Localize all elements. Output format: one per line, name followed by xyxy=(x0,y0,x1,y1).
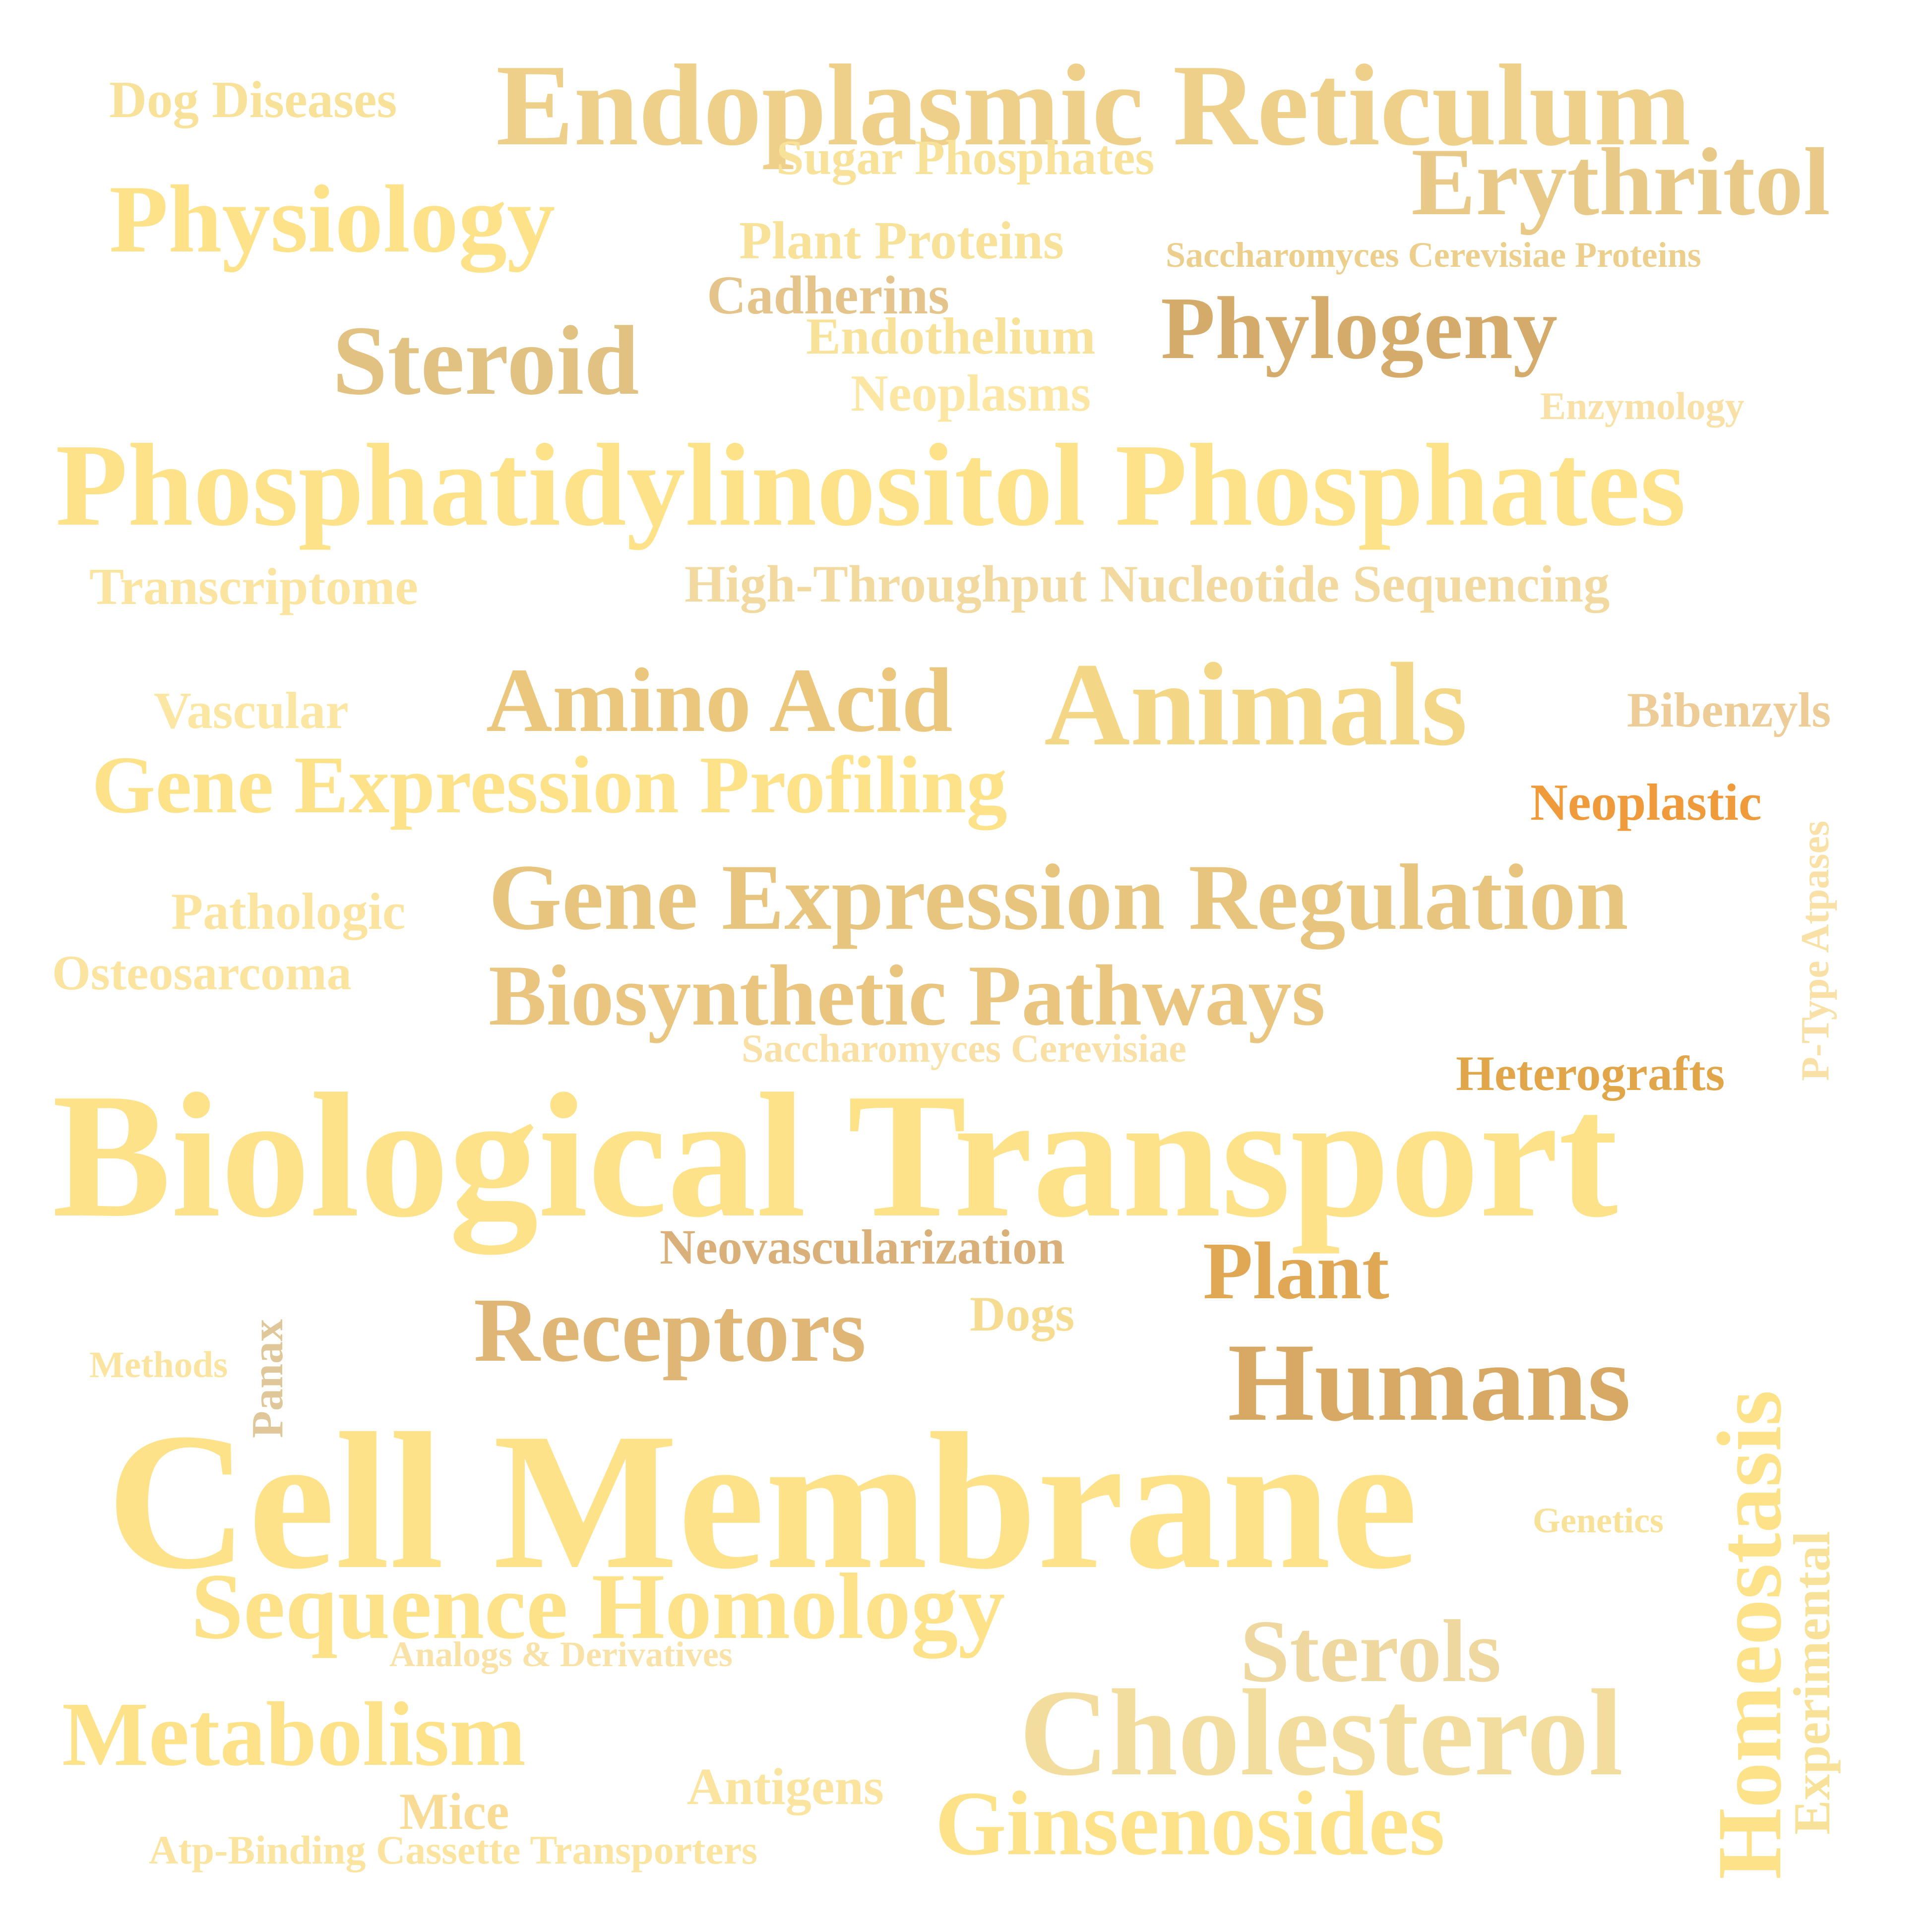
word-gene-expression-regulation: Gene Expression Regulation xyxy=(489,845,1628,950)
word-sugar-phosphates: Sugar Phosphates xyxy=(776,130,1155,185)
word-animals: Animals xyxy=(1044,638,1468,770)
word-heterografts: Heterografts xyxy=(1456,1046,1725,1101)
word-atp-binding-cassette-transporters: Atp-Binding Cassette Transporters xyxy=(149,1827,757,1872)
word-pathologic: Pathologic xyxy=(171,882,406,940)
word-plant-proteins: Plant Proteins xyxy=(739,211,1064,270)
word-amino-acid: Amino Acid xyxy=(486,650,953,751)
word-analogs-derivatives: Analogs & Derivatives xyxy=(389,1634,733,1674)
word-homeostasis: Homeostasis xyxy=(1699,1390,1801,1879)
word-experimental: Experimental xyxy=(1783,1531,1841,1835)
word-saccharomyces-cerevisiae-proteins: Saccharomyces Cerevisiae Proteins xyxy=(1166,235,1701,275)
word-cadherins: Cadherins xyxy=(707,265,949,325)
word-physiology: Physiology xyxy=(109,166,556,273)
word-neoplastic: Neoplastic xyxy=(1530,773,1762,831)
word-endothelium: Endothelium xyxy=(806,307,1096,365)
word-gene-expression-profiling: Gene Expression Profiling xyxy=(92,739,1007,830)
word-ginsenosides: Ginsenosides xyxy=(935,1773,1445,1874)
word-erythritol: Erythritol xyxy=(1411,128,1830,236)
word-metabolism: Metabolism xyxy=(62,1684,526,1785)
word-enzymology: Enzymology xyxy=(1540,384,1745,427)
word-mice: Mice xyxy=(399,1782,509,1840)
word-sequence-homology: Sequence Homology xyxy=(191,1555,1005,1659)
word-plant: Plant xyxy=(1203,1225,1389,1316)
word-saccharomyces-cerevisiae: Saccharomyces Cerevisiae xyxy=(742,1027,1186,1071)
word-methods: Methods xyxy=(89,1344,228,1386)
word-cell-membrane: Cell Membrane xyxy=(107,1393,1418,1610)
word-osteosarcoma: Osteosarcoma xyxy=(52,945,352,1000)
word-endoplasmic-reticulum: Endoplasmic Reticulum xyxy=(496,41,1691,170)
word-antigens: Antigens xyxy=(687,1757,884,1815)
word-transcriptome: Transcriptome xyxy=(89,557,418,615)
word-biological-transport: Biological Transport xyxy=(52,1056,1618,1254)
word-receptors: Receptors xyxy=(474,1279,867,1381)
word-neovascularization: Neovascularization xyxy=(660,1219,1065,1274)
word-dogs: Dogs xyxy=(970,1286,1075,1341)
word-humans: Humans xyxy=(1228,1320,1631,1444)
word-phylogeny: Phylogeny xyxy=(1161,279,1558,377)
word-cholesterol: Cholesterol xyxy=(1019,1664,1623,1802)
word-vascular: Vascular xyxy=(154,681,349,739)
word-biosynthetic-pathways: Biosynthetic Pathways xyxy=(489,947,1325,1043)
word-p-type-atpases: P-Type Atpases xyxy=(1794,820,1837,1081)
word-phosphatidylinositol-phosphates: Phosphatidylinositol Phosphates xyxy=(56,420,1686,550)
word-bibenzyls: Bibenzyls xyxy=(1627,682,1831,737)
word-sterols: Sterols xyxy=(1240,1602,1501,1700)
word-steroid: Steroid xyxy=(332,306,639,416)
word-neoplasms: Neoplasms xyxy=(851,364,1091,422)
word-dog-diseases: Dog Diseases xyxy=(109,70,397,128)
word-genetics: Genetics xyxy=(1533,1501,1664,1540)
word-high-throughput-nucleotide-sequencing: High-Throughput Nucleotide Sequencing xyxy=(685,555,1610,613)
